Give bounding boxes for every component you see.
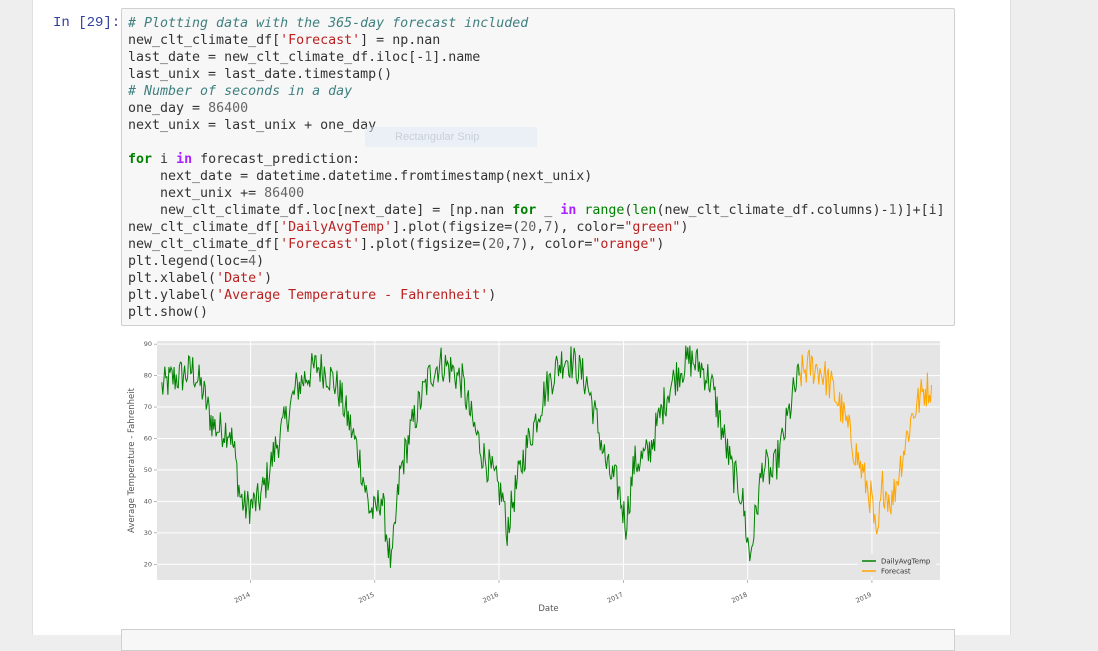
- series-line-forecast: [798, 349, 932, 535]
- y-tick-label: 20: [144, 560, 152, 568]
- y-tick-label: 30: [144, 529, 152, 537]
- code-cell-editor[interactable]: # Plotting data with the 365-day forecas…: [121, 8, 955, 326]
- x-tick-label: 2015: [357, 591, 375, 605]
- x-tick-label: 2016: [481, 591, 499, 605]
- y-axis-label: Average Temperature - Fahrenheit: [127, 387, 137, 533]
- cell-output: 20 30 40 50 60 70 80 90 2014 2015 2016 2017 2018 2019…: [120, 332, 952, 622]
- legend-label: DailyAvgTemp: [881, 558, 931, 566]
- x-tick-label: 2019: [854, 591, 872, 605]
- y-tick-label: 60: [144, 434, 152, 442]
- x-axis-label: Date: [538, 604, 558, 614]
- input-prompt: In [29]:: [53, 15, 121, 31]
- rectangular-snip-overlay: Rectangular Snip: [365, 127, 537, 147]
- y-tick-label: 80: [144, 372, 152, 380]
- y-tick-label: 40: [144, 497, 152, 505]
- legend-label: Forecast: [881, 568, 911, 576]
- x-tick-label: 2018: [730, 591, 748, 605]
- chart-plot-area: 20 30 40 50 60 70 80 90 2014 2015 2016 2017 2018 2019…: [127, 340, 940, 614]
- y-tick-label: 70: [144, 403, 152, 411]
- y-tick-label: 50: [144, 466, 152, 474]
- code-text[interactable]: # Plotting data with the 365-day forecas…: [128, 16, 945, 320]
- temperature-chart: 20 30 40 50 60 70 80 90 2014 2015 2016 2017 2018 2019…: [127, 340, 940, 614]
- y-tick-label: 90: [144, 340, 152, 348]
- series-line-dailyavgtemp: [161, 345, 800, 568]
- legend-box: [858, 554, 936, 576]
- next-code-cell[interactable]: [121, 629, 955, 651]
- x-tick-label: 2017: [606, 591, 624, 605]
- x-tick-label: 2014: [233, 591, 251, 605]
